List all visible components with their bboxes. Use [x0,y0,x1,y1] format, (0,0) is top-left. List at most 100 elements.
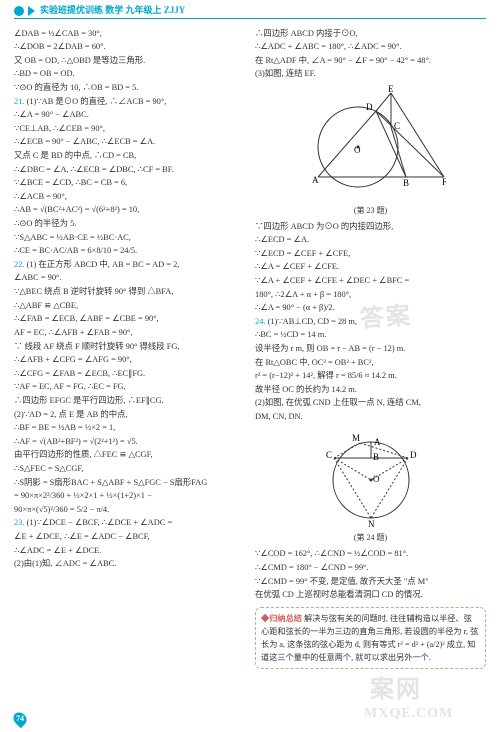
text-line: ∴∠CMD = 180° − ∠CND = 99°. [255,562,486,575]
question-number: 21. [14,97,24,106]
text-line: ∠DAB = ½∠CAB = 30°, [14,28,245,41]
header-dot [14,6,24,16]
page-number: 74 [16,713,24,725]
text-line: ∴∠CFG = ∠FAB = ∠ECB, ∴EC∥FG. [14,368,245,381]
text-line: (2)如图, 在优弧 CND 上任取一点 N, 连结 CM, [255,397,486,410]
header-arrow-icon [28,6,35,16]
q23-head: 23. (1)∵∠DCE − ∠BCF, ∴∠DCE + ∠ADC = [14,517,245,530]
text-line: 180°, ∴2∠A + α + β = 180°, [255,289,486,302]
right-column: ∴四边形 ABCD 内接于⊙O, ∴∠ADC + ∠ABC = 180°, ∴∠… [255,28,486,670]
label-O: O [373,474,380,484]
text-line: (1) 在正方形 ABCD 中, AB = BC = AD = 2, [27,260,180,269]
label-C: C [394,121,400,131]
text-line: 在优弧 CD 上巡视时总能看清洞口 CD 的情况. [255,589,486,602]
text-line: ∴∠ADC + ∠ABC = 180°, ∴∠ADC = 90°. [255,41,486,54]
q24-head: 24. (1)∵AB⊥CD, CD = 28 m, [255,316,486,329]
text-line: ∴BF = BE = ½AB = ½×2 = 1, [14,422,245,435]
text-line: (3)如图, 连结 EF. [255,68,486,81]
label-O: O [354,145,361,155]
q22-head: 22. (1) 在正方形 ABCD 中, AB = BC = AD = 2, [14,259,245,272]
label-A: A [312,175,319,185]
text-line: ∵⊙O 的直径为 10, ∴OB = BD = 5. [14,82,245,95]
question-number: 23. [14,518,24,527]
text-line: ∴⊙O 的半径为 5. [14,218,245,231]
text-line: AF = EC, ∴∠AFB + ∠FAB = 90°, [14,327,245,340]
text-line: ∵∠BCE = ∠CD, ∴BC = CB = 6, [14,177,245,190]
footer-drop-icon: 74 [11,710,29,728]
text-line: ∵四边形 ABCD 为⊙O 的内接四边形, [255,221,486,234]
figure-24: A B C D M N O (第 24 题) [255,428,486,545]
label-D: D [410,450,417,460]
header-rule [14,18,486,19]
text-line: ∵CE⊥AB, ∴∠CEB = 90°, [14,123,245,136]
page-footer: 74 [14,712,26,726]
text-line: ∴BC = ½CD = 14 m. [255,329,486,342]
figure-23-caption: (第 23 题) [255,205,486,217]
figure-23-svg: O A B C D E F [296,85,446,200]
q21-head: 21. (1)∵AB 是⊙O 的直径, ∴∠ACB = 90°, [14,96,245,109]
watermark-3: MXQE.COM [364,703,453,724]
text-line: ∴∠DOB = 2∠DAB = 60°. [14,41,245,54]
text-line: ∵△BEC 绕点 B 逆时针旋转 90° 得到 △BFA, [14,286,245,299]
text-line: r² = (r−12)² + 14², 解得 r = 85/6 ≈ 14.2 m… [255,370,486,383]
text-line: ∵AF = EC, AF = FG, ∴EC = FG, [14,381,245,394]
text-line: ∴四边形 ABCD 内接于⊙O, [255,28,486,41]
summary-box: ◆归纳总结 解决与弦有关的问题时, 往往辅构造以半径、弦心距和弦长的一半为三边的… [255,607,486,670]
text-line: (1)∵AB 是⊙O 的直径, ∴∠ACB = 90°, [27,97,167,106]
text-line: (1)∵∠DCE − ∠BCF, ∴∠DCE + ∠ADC = [27,518,173,527]
watermark-2: 案网 [370,672,422,708]
text-line: ∴四边形 EFGC 是平行四边形, ∴EF∥CG. [14,395,245,408]
text-line: (1)∵AB⊥CD, CD = 28 m, [268,317,357,326]
label-F: F [442,177,446,187]
text-line: ∴∠FAB = ∠ECB, ∠ABF = ∠CBE = 90°, [14,313,245,326]
text-line: ∴∠AFB + ∠CFG = ∠AFG = 90°, [14,354,245,367]
figure-24-caption: (第 24 题) [255,532,486,544]
figure-23: O A B C D E F (第 23 题) [255,85,486,217]
label-B: B [403,178,409,188]
figure-24-svg: A B C D M N O [301,428,441,528]
text-line: ∴∠A = 90° − (α + β)/2. [255,302,486,315]
text-line: ∴BD = OB = OD. [14,68,245,81]
text-line: ∴∠ECB = 90° − ∠ABC, ∴∠ECB = ∠A. [14,136,245,149]
label-A: A [374,437,381,447]
question-number: 22. [14,260,24,269]
summary-label: ◆归纳总结 [261,614,302,623]
text-line: ∵∠A + ∠CEF + ∠CFE + ∠DEC + ∠BFC = [255,275,486,288]
text-line: ∵∠COD = 162°, ∴∠CND = ½∠COD = 81°. [255,548,486,561]
text-line: ∴∠A = 90° − ∠ABC. [14,109,245,122]
content-columns: ∠DAB = ½∠CAB = 30°, ∴∠DOB = 2∠DAB = 60°.… [0,22,500,670]
text-line: ∴∠DBC = ∠A, ∴∠ECB = ∠DBC, ∴CF = BF. [14,164,245,177]
text-line: = 90×π×2²/360 + ½×2×1 + ½×(1+2)×1 − [14,490,245,503]
text-line: ∴AF = √(AB²+BF²) = √(2²+1²) = √5. [14,436,245,449]
text-line: ∠ABC = 90°. [14,272,245,285]
text-line: 90×π×(√5)²/360 = 5/2 − π/4. [14,504,245,517]
text-line: 由平行四边形的性质, △FEC ≌ △CGF, [14,449,245,462]
text-line: 又点 C 是 BD 的中点, ∴CD = CB, [14,150,245,163]
text-line: 设半径为 r m, 则 OB = r − AB = (r − 12) m. [255,343,486,356]
text-line: ∴∠ACB = 90°, [14,191,245,204]
text-line: ∴∠ADC = ∠E + ∠DCE. [14,545,245,558]
text-line: ∵S△ABC = ½AB·CE = ½BC·AC, [14,232,245,245]
text-line: ∴S阴影 = S扇形BAC + S△ABF + S△FGC − S扇形FAG [14,477,245,490]
text-line: ∴∠ECD = ∠A. [255,234,486,247]
label-E: E [388,85,394,94]
text-line: ∴AB = √(BC²+AC²) = √(6²+8²) = 10, [14,204,245,217]
text-line: ∵ 线段 AF 绕点 F 顺时针旋转 90° 得线段 FG, [14,341,245,354]
text-line: ∴S△FEC = S△CGF, [14,463,245,476]
text-line: ∠E + ∠DCE, ∴∠E = ∠ADC − ∠BCF, [14,531,245,544]
text-line: ∵∠ECD = ∠CEF + ∠CFE, [255,248,486,261]
text-line: (2)∵AD = 2, 点 E 是 AB 的中点, [14,409,245,422]
label-C: C [326,450,332,460]
text-line: ∴CE = BC·AC/AB = 6×8/10 = 24/5. [14,245,245,258]
text-line: 又 OB = OD, ∴△OBD 是等边三角形. [14,55,245,68]
text-line: ∴∠A = ∠CEF + ∠CFE. [255,261,486,274]
text-line: 在 Rt△ADF 中, ∠A = 90° − ∠F = 90° − 42° = … [255,55,486,68]
left-column: ∠DAB = ½∠CAB = 30°, ∴∠DOB = 2∠DAB = 60°.… [14,28,245,670]
label-D: D [366,102,373,112]
header-title: 实验班提优训练 数学 九年级上 ZJJY [40,4,185,18]
label-N: N [368,519,375,528]
text-line: ∵∠CMD = 99° 不变, 是定值, 故齐天大圣 "点 M" [255,576,486,589]
text-line: ∴△ABF ≌ △CBE, [14,300,245,313]
text-line: 故半径 OC 的长约为 14.2 m. [255,384,486,397]
label-B: B [373,452,379,462]
